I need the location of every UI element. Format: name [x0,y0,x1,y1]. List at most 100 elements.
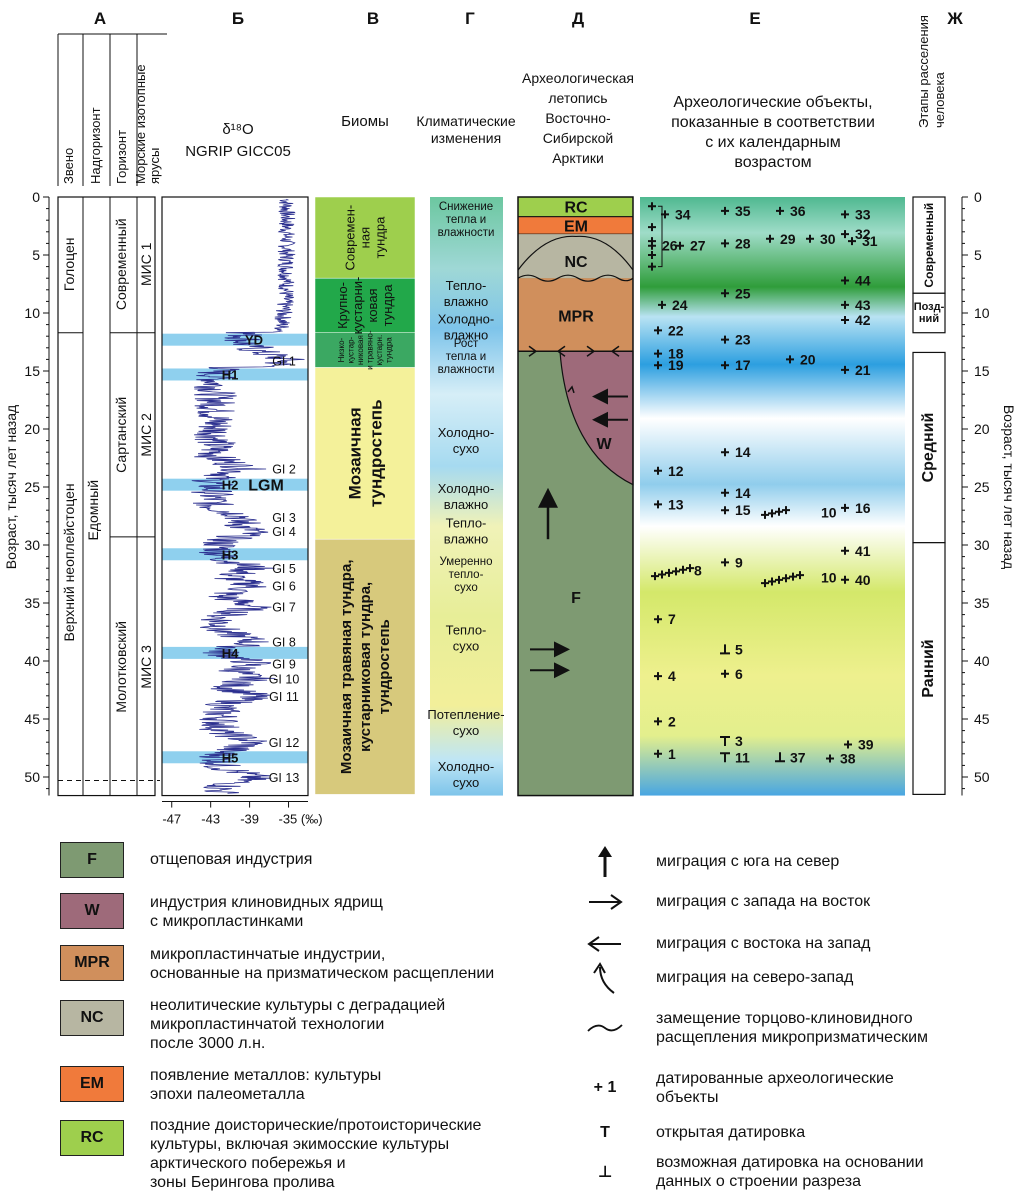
plus-icon [761,510,769,519]
site-number: 37 [790,749,806,765]
open-date-icon [720,736,730,747]
biome-label: Крупно- [335,282,350,329]
axis-tick-label: 5 [32,247,40,263]
plus-icon [796,571,804,580]
site-number: 12 [668,463,684,479]
biome-label: ковая [365,288,380,322]
axis-tick-label: 45 [24,711,40,727]
site-number: 41 [855,543,871,559]
axis-tick-label: 25 [24,479,40,495]
site-number: 19 [668,357,684,373]
plus-icon [654,615,662,624]
header-objects: Археологические объекты, [673,94,872,111]
site-number: 38 [840,750,856,766]
column-letter: Д [572,9,584,28]
plus-icon [651,572,659,581]
site-number: 4 [668,668,676,684]
column-letter: Е [749,9,760,28]
biome-band [314,367,416,540]
climate-label: Рост [454,338,479,350]
climate-label: Потепление- [427,707,504,722]
legend-description: индустрия клиновидных ядрищ с микропласти… [150,894,383,930]
label-mpr: MPR [558,308,594,325]
plus-icon [654,326,662,335]
column-letter: Ж [946,9,963,28]
site-number: 33 [855,206,871,222]
header-nadgorizont: Надгоризонт [88,107,103,184]
plus-icon [721,361,729,370]
plus-icon [826,754,834,763]
axis-tick-label: 50 [24,769,40,785]
header-objects: показанные в соответствии [671,114,875,131]
header-stages: человека [932,72,947,128]
site-number: 40 [855,572,871,588]
header-arch: Сибирской [543,130,613,146]
biome-label: Современ- [343,205,358,271]
site-number: 36 [790,203,806,219]
plus-icon [782,506,790,515]
biome-label: кустарни- [350,277,365,335]
plus-icon [721,289,729,298]
axis-tick-label: 15 [24,363,40,379]
plus-icon [841,365,849,374]
column-letter: В [367,9,379,28]
plus-icon [721,669,729,678]
plus-icon [648,262,656,271]
stage-label: Ранний [920,639,937,697]
symbol-legend-description: миграция на северо-запад [656,969,854,986]
plus-icon [654,349,662,358]
plus-icon [676,241,684,250]
event-label: YD [245,333,263,348]
nc-dome [517,235,634,271]
legend-description: неолитические культуры с деградацией микр… [150,997,446,1052]
isotope-frame [161,196,309,797]
interstadial-label: GI 12 [269,736,300,750]
event-label: H5 [222,750,239,765]
legend-description: отщеповая индустрия [150,851,313,868]
gorizont-modern: Современный [113,218,129,310]
plus-icon [768,509,776,518]
legend-swatch: RC [60,1120,124,1156]
arrow-right-icon [528,345,538,357]
legend-swatch: MPR [60,945,124,981]
plus-icon [686,564,694,573]
label-nc: NC [564,254,588,271]
biome-band [314,277,416,333]
label-w: W [596,436,612,453]
plus-icon [841,315,849,324]
header-mis: Морские изотопные [133,64,148,184]
plus-icon [782,574,790,583]
plus-icon [775,507,783,516]
site-number: 18 [668,346,684,362]
plus-icon [775,575,783,584]
axis-tick-label: 50 [974,769,990,785]
header-stages: Этапы расселения [916,15,931,128]
site-number: 23 [735,332,751,348]
axis-tick-label: 35 [24,595,40,611]
site-number: 34 [675,206,691,222]
plus-icon [789,572,797,581]
possible-date-icon: ⊥ [597,1164,613,1181]
legend-swatch: W [60,893,124,929]
plus-icon [679,565,687,574]
symbol-legend-description: возможная датировка на основании данных о… [656,1154,924,1190]
industry-mpr [518,278,633,352]
arrow-up-icon [570,845,640,879]
site-number: 22 [668,322,684,338]
header-arch: летопись [548,90,607,106]
isotope-x-tick-label: -39 [240,812,259,827]
plus-icon [654,361,662,370]
objects-band [640,197,905,796]
axis-tick-label: 20 [974,421,990,437]
site-number: 35 [735,203,751,219]
plus-icon [721,206,729,215]
site-number: 44 [855,273,871,289]
plus-icon [721,558,729,567]
site-number: 39 [858,737,874,753]
site-number: 26 [662,238,678,254]
mis-2: МИС 2 [138,413,154,457]
biome-label: Низко- [337,337,346,362]
legend-description: микропластинчатые индустрии, основанные н… [150,946,495,982]
climate-label: влажности [438,227,495,239]
industry-nc [518,234,633,279]
